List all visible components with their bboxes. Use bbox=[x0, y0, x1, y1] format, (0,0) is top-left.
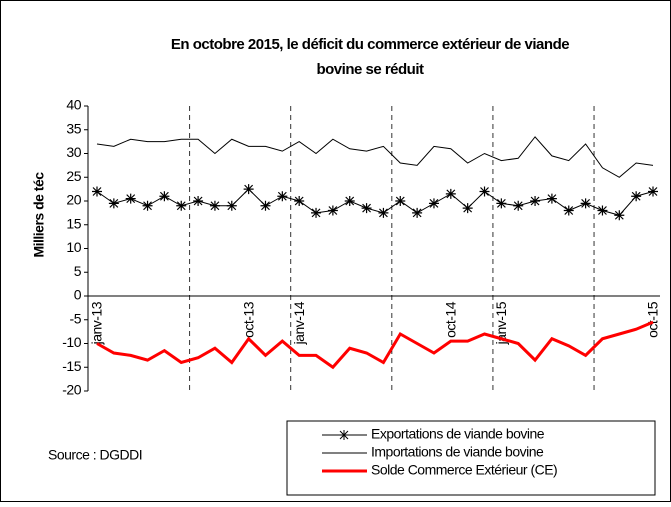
star-marker bbox=[260, 200, 271, 211]
star-marker bbox=[294, 196, 305, 206]
star-marker bbox=[631, 191, 642, 202]
y-tick-label: 5 bbox=[74, 263, 82, 279]
star-marker bbox=[92, 186, 102, 197]
star-marker bbox=[412, 207, 423, 218]
star-marker bbox=[428, 198, 439, 209]
star-marker bbox=[159, 191, 170, 202]
star-marker bbox=[361, 203, 372, 214]
y-tick-label: 15 bbox=[66, 215, 81, 231]
star-marker bbox=[530, 196, 541, 206]
y-tick-label: -10 bbox=[62, 334, 81, 350]
y-tick-label: 0 bbox=[74, 287, 82, 303]
star-marker bbox=[142, 200, 153, 211]
y-tick-label: 30 bbox=[66, 144, 81, 160]
star-marker bbox=[125, 193, 136, 204]
star-marker bbox=[243, 184, 254, 195]
y-tick-label: -5 bbox=[70, 310, 82, 326]
star-marker bbox=[327, 205, 338, 216]
star-marker bbox=[226, 200, 237, 211]
series-line bbox=[96, 320, 654, 370]
star-marker bbox=[563, 205, 574, 216]
x-tick-label: oct-14 bbox=[443, 301, 459, 338]
y-tick-label: -20 bbox=[62, 382, 81, 398]
star-marker bbox=[311, 207, 322, 218]
star-marker bbox=[496, 198, 507, 209]
y-tick-label: 20 bbox=[66, 192, 81, 208]
star-marker bbox=[344, 196, 355, 206]
star-marker bbox=[648, 186, 658, 197]
star-marker bbox=[462, 203, 473, 214]
x-tick-label: oct-13 bbox=[240, 301, 256, 338]
y-tick-label: 35 bbox=[66, 120, 81, 136]
x-tick-label: oct-15 bbox=[645, 301, 661, 338]
x-tick-label: janv-15 bbox=[493, 301, 509, 345]
y-tick-label: 40 bbox=[66, 97, 81, 113]
star-marker bbox=[597, 205, 608, 216]
star-marker bbox=[580, 198, 591, 209]
star-marker bbox=[513, 200, 524, 211]
series-line bbox=[96, 136, 654, 178]
legend-label: Solde Commerce Extérieur (CE) bbox=[371, 462, 557, 478]
legend-label: Exportations de viande bovine bbox=[371, 426, 545, 442]
y-tick-label: 25 bbox=[66, 168, 81, 184]
x-tick-label: janv-13 bbox=[89, 301, 105, 345]
star-marker bbox=[445, 188, 456, 199]
legend-box bbox=[286, 420, 656, 496]
x-tick-label: janv-14 bbox=[291, 301, 307, 345]
legend-label: Importations de viande bovine bbox=[371, 444, 544, 460]
star-marker bbox=[209, 200, 220, 211]
series-line bbox=[96, 188, 654, 216]
star-marker bbox=[395, 196, 406, 206]
star-marker bbox=[108, 198, 119, 209]
star-marker bbox=[546, 193, 557, 204]
star-marker bbox=[277, 191, 288, 202]
star-marker bbox=[479, 186, 490, 197]
source: Source : DGDDI bbox=[48, 447, 142, 463]
chart-title: En octobre 2015, le déficit du commerce … bbox=[170, 36, 570, 78]
y-tick-label: -15 bbox=[62, 358, 81, 374]
star-marker bbox=[193, 196, 204, 206]
star-marker bbox=[614, 210, 625, 221]
star-marker bbox=[176, 200, 187, 211]
legend-marker bbox=[339, 430, 349, 440]
y-tick-label: 10 bbox=[66, 239, 81, 255]
star-marker bbox=[378, 207, 389, 218]
y-axis-label: Milliers de téc bbox=[31, 172, 47, 258]
